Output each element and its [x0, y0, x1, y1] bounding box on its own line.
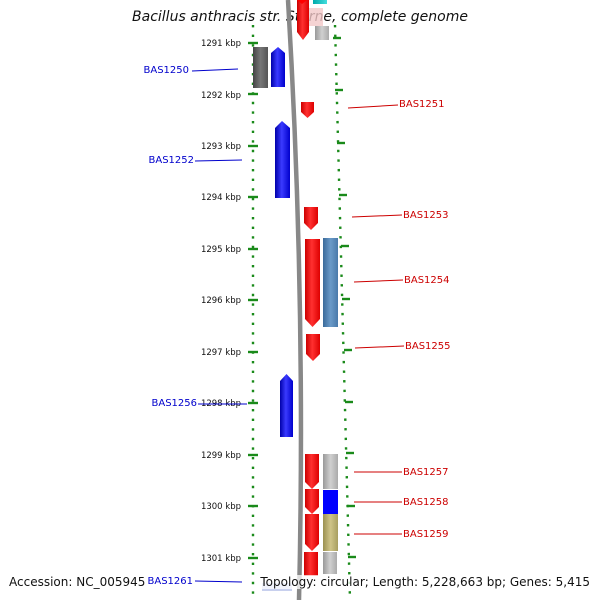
feature-blue-1258: [323, 490, 338, 515]
gene-BAS1253-arrow: [304, 207, 318, 230]
feature-khaki-1259: [323, 514, 338, 551]
gene-BAS1254-arrow: [305, 239, 320, 327]
gene-label-BAS1252: BAS1252: [149, 155, 195, 166]
feature-lightgray-1257: [323, 454, 338, 489]
ruler-label: 1301 kbp: [201, 554, 241, 564]
gene-label-BAS1258: BAS1258: [403, 497, 449, 508]
gene-label-BAS1250: BAS1250: [144, 65, 190, 76]
gene-reverse-partial-bottom: [304, 552, 318, 576]
feature-gray-1250: [253, 47, 268, 88]
feature-lightgray-bottom: [323, 552, 337, 574]
gene-BAS1258-arrow: [305, 489, 319, 514]
gene-reverse-tiny-top: [297, 0, 307, 4]
gene-BAS1250-arrow: [271, 47, 285, 87]
ruler-label: 1296 kbp: [201, 296, 241, 306]
gene-BAS1251-arrow: [301, 102, 314, 118]
ruler-label: 1291 kbp: [201, 39, 241, 49]
genome-backbone: [285, 0, 304, 600]
gene-BAS1257-arrow: [305, 454, 319, 489]
gene-label-BAS1261: BAS1261: [148, 576, 194, 587]
gene-label-BAS1257: BAS1257: [403, 467, 449, 478]
label-leaders: [191, 68, 405, 583]
gene-BAS1259-arrow: [305, 514, 319, 551]
gene-reverse-partial-top: [297, 0, 309, 40]
ruler-label: 1300 kbp: [201, 502, 241, 512]
gene-BAS1255-arrow: [306, 334, 320, 361]
ruler-label: 1297 kbp: [201, 348, 241, 358]
gene-label-BAS1256: BAS1256: [152, 398, 198, 409]
gene-label-BAS1251: BAS1251: [399, 99, 445, 110]
feature-steel-1254: [323, 238, 338, 327]
ruler-label: 1292 kbp: [201, 91, 241, 101]
ruler-label: 1294 kbp: [201, 193, 241, 203]
ruler-labels: 1291 kbp 1292 kbp 1293 kbp 1294 kbp 1295…: [201, 39, 241, 564]
gene-label-BAS1253: BAS1253: [403, 210, 449, 221]
gene-label-BAS1255: BAS1255: [405, 341, 451, 352]
feature-pink-top: [309, 8, 323, 26]
feature-cyan-top: [313, 0, 327, 4]
gene-labels: BAS1250 BAS1251 BAS1252 BAS1253 BAS1254 …: [144, 65, 451, 587]
gene-label-BAS1259: BAS1259: [403, 529, 449, 540]
ruler-label: 1293 kbp: [201, 142, 241, 152]
ruler-label: 1295 kbp: [201, 245, 241, 255]
ruler-ticks-right: [333, 36, 356, 559]
feature-lightgray-top: [315, 26, 329, 40]
gene-BAS1252-arrow: [275, 121, 290, 198]
gene-BAS1256-arrow: [280, 374, 293, 437]
topology-summary: Topology: circular; Length: 5,228,663 bp…: [260, 575, 590, 589]
ruler-label: 1299 kbp: [201, 451, 241, 461]
ruler-ticks-left: [248, 41, 258, 560]
accession-text: Accession: NC_005945: [9, 575, 146, 589]
gene-label-BAS1254: BAS1254: [404, 275, 450, 286]
